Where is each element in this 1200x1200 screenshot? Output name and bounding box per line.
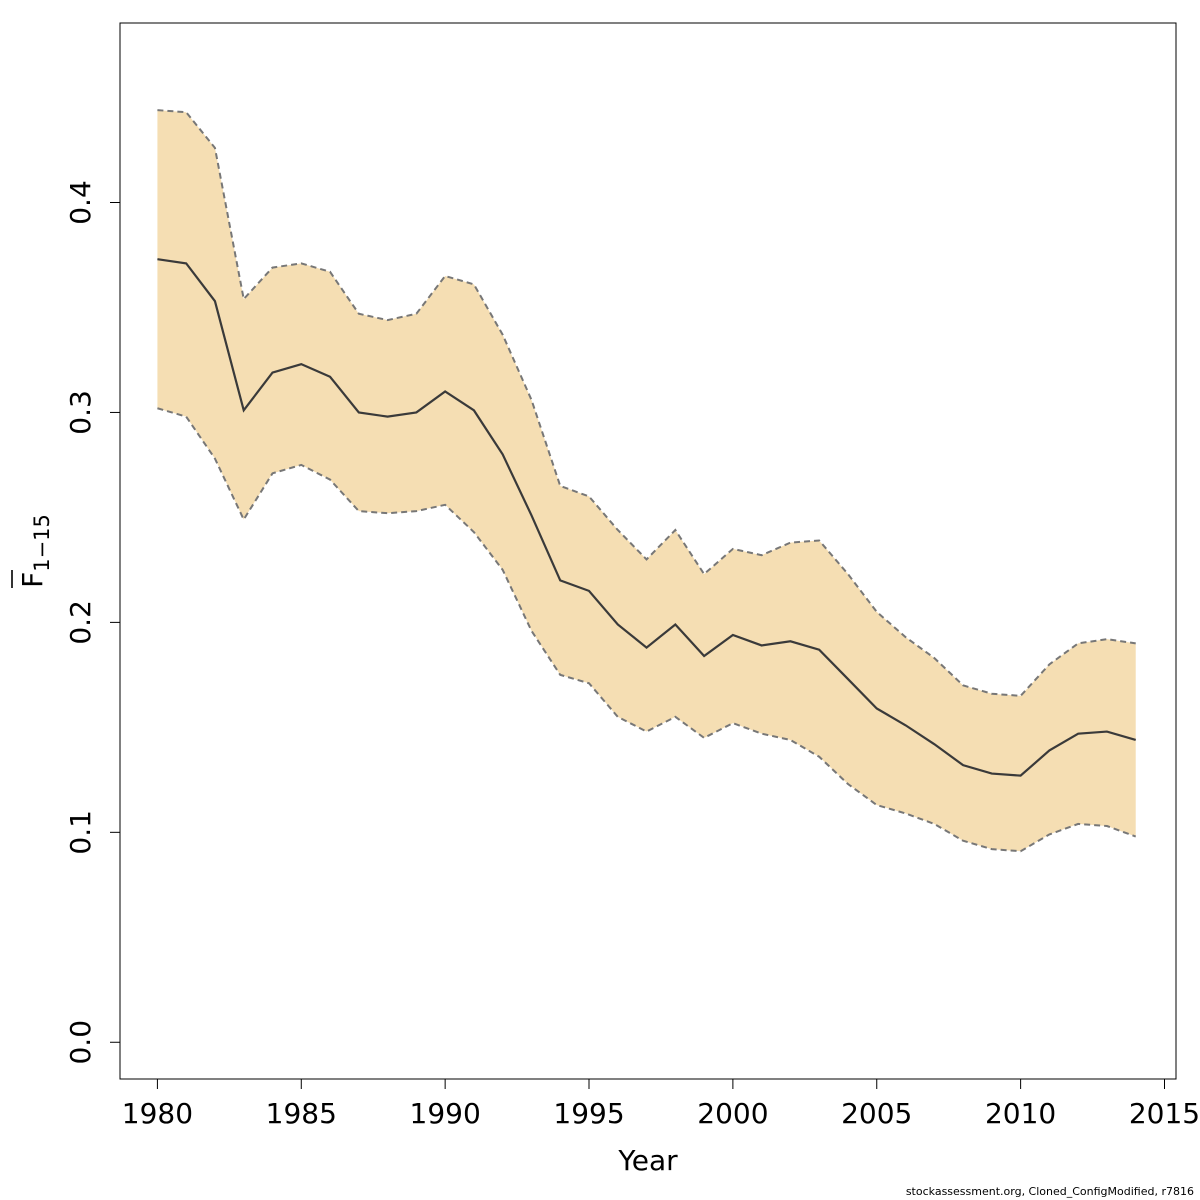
confidence-band: [157, 110, 1136, 852]
x-tick-label-1980: 1980: [122, 1097, 193, 1130]
y-tick-label-2: 0.2: [64, 600, 97, 645]
y-axis: 0.0 0.1 0.2 0.3 0.4: [64, 180, 121, 1065]
x-tick-label-1990: 1990: [410, 1097, 481, 1130]
y-tick-label-0: 0.0: [64, 1020, 97, 1065]
x-tick-label-2005: 2005: [841, 1097, 912, 1130]
x-tick-label-1985: 1985: [266, 1097, 337, 1130]
y-tick-label-3: 0.3: [64, 390, 97, 435]
y-tick-label-1: 0.1: [64, 810, 97, 855]
y-axis-label-sub: 1−15: [30, 514, 54, 572]
x-tick-label-2010: 2010: [985, 1097, 1056, 1130]
lower-bound-line: [157, 407, 1137, 853]
y-tick-label-4: 0.4: [64, 180, 97, 225]
y-axis-label: F1−15: [16, 514, 54, 588]
x-tick-label-2015: 2015: [1129, 1097, 1200, 1130]
x-tick-label-2000: 2000: [697, 1097, 768, 1130]
plot-area: [157, 109, 1137, 853]
x-axis-label: Year: [617, 1144, 678, 1177]
upper-bound-line: [157, 109, 1136, 697]
estimate-line: [157, 258, 1137, 777]
footer-credit: stockassessment.org, Cloned_ConfigModifi…: [906, 1185, 1194, 1198]
y-axis-label-main: F: [16, 572, 49, 588]
x-axis: 1980 1985 1990 1995 2000 2005 2010 2015: [122, 1078, 1200, 1130]
x-tick-label-1995: 1995: [553, 1097, 624, 1130]
